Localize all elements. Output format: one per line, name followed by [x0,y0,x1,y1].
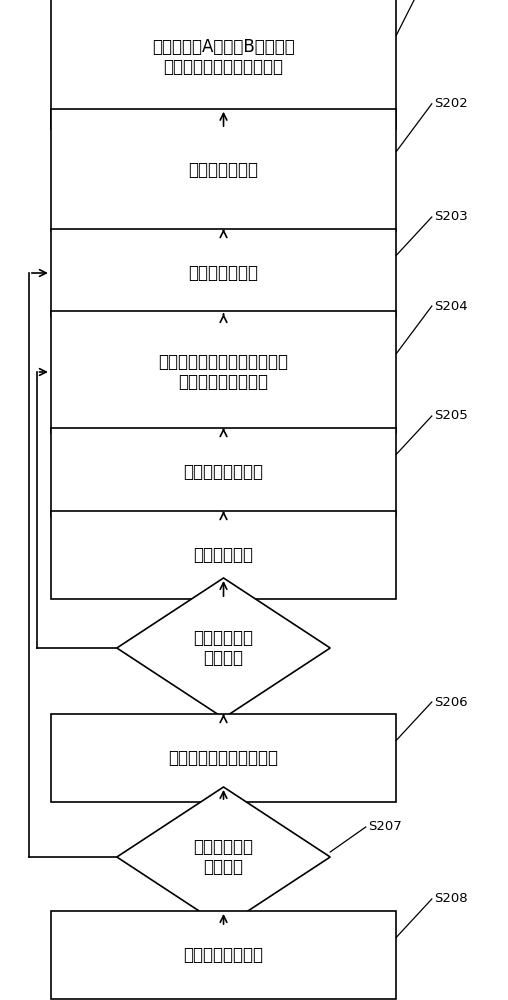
Text: 判断是否满足
结束条件: 判断是否满足 结束条件 [194,838,253,876]
Polygon shape [117,787,330,927]
FancyBboxPatch shape [51,428,396,516]
Text: 构造信息素矩阵: 构造信息素矩阵 [188,264,259,282]
FancyBboxPatch shape [51,229,396,317]
Text: S204: S204 [434,300,468,313]
Text: S208: S208 [434,893,468,906]
Text: 确定最短焊接时: 确定最短焊接时 [188,161,259,179]
Text: S205: S205 [434,409,468,422]
Text: 预设觅食条件: 预设觅食条件 [194,546,253,564]
Text: S203: S203 [434,211,468,224]
FancyBboxPatch shape [51,109,396,231]
FancyBboxPatch shape [51,311,396,433]
FancyBboxPatch shape [51,911,396,999]
Text: 初始化蚁群A和蚁群B的起始位
置、种群数量和信息素浓度: 初始化蚁群A和蚁群B的起始位 置、种群数量和信息素浓度 [152,38,295,76]
Text: S206: S206 [434,696,468,708]
Text: 取该焊缝轨迹为较优路径: 取该焊缝轨迹为较优路径 [169,749,278,767]
FancyBboxPatch shape [51,0,396,129]
Text: 输出所有较优路径: 输出所有较优路径 [183,946,264,964]
FancyBboxPatch shape [51,714,396,802]
Text: 对焊接轨迹上的信息浓度进行
局部更新及全局更新: 对焊接轨迹上的信息浓度进行 局部更新及全局更新 [158,353,289,391]
Polygon shape [117,578,330,718]
Text: S207: S207 [368,820,402,834]
Text: 判断是否满足
觅食条件: 判断是否满足 觅食条件 [194,629,253,667]
Text: S202: S202 [434,97,468,110]
Text: 概率选择移动方向: 概率选择移动方向 [183,463,264,481]
FancyBboxPatch shape [51,511,396,599]
